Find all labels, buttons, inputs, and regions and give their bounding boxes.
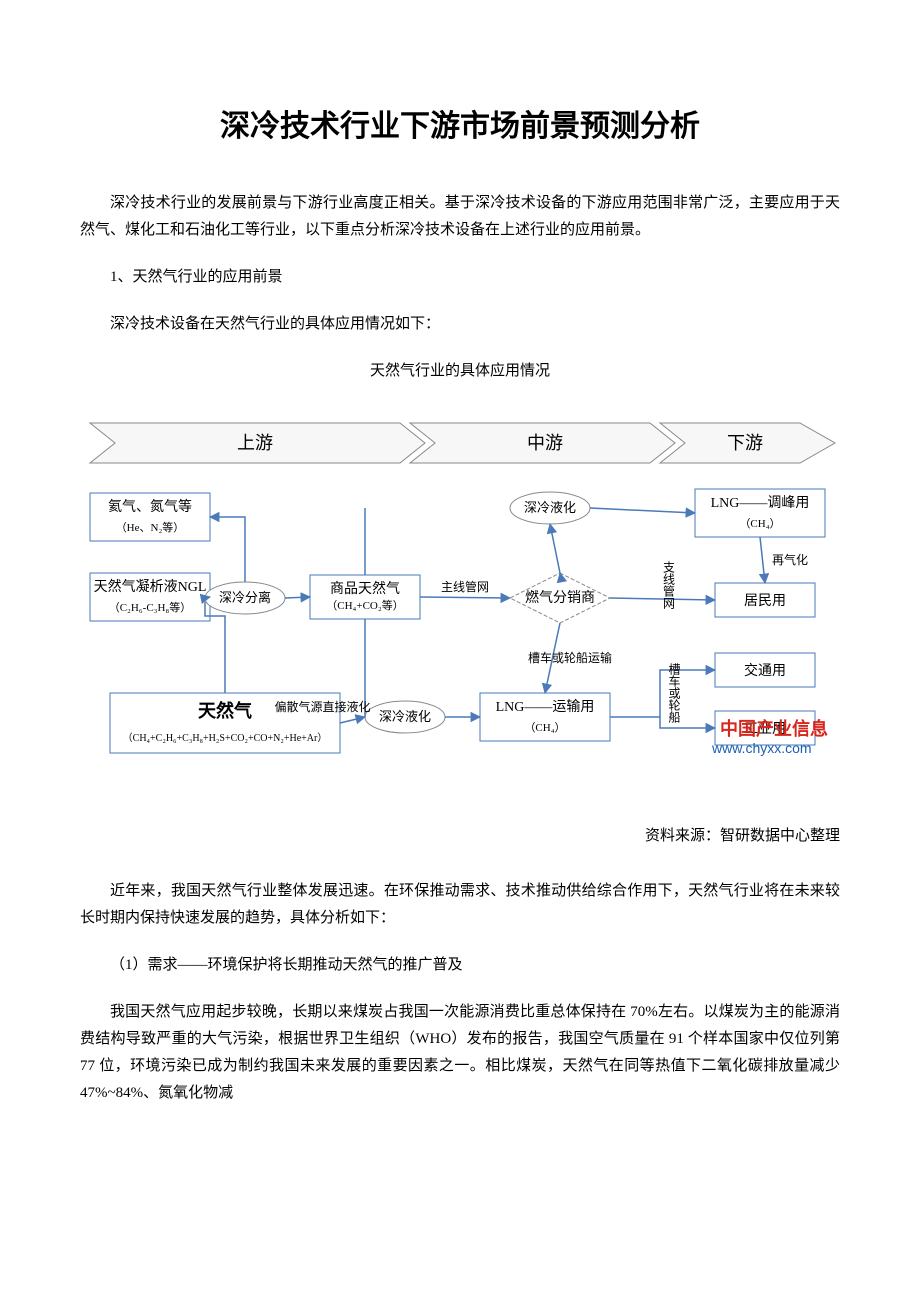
svg-text:天然气凝析液NGL: 天然气凝析液NGL <box>94 578 207 595</box>
subsection-1: （1）需求——环境保护将长期推动天然气的推广普及 <box>80 952 840 979</box>
band-downstream: 下游 <box>727 433 763 453</box>
svg-text:深冷分离: 深冷分离 <box>219 590 271 605</box>
node-liq1: 深冷液化 <box>365 701 445 733</box>
node-residential: 居民用 <box>715 583 815 617</box>
svg-text:商品天然气: 商品天然气 <box>330 580 400 597</box>
svg-text:LNG——调峰用: LNG——调峰用 <box>711 495 810 511</box>
svg-text:支线管网: 支线管网 <box>662 561 676 609</box>
section-1-lead: 深冷技术设备在天然气行业的具体应用情况如下： <box>80 311 840 338</box>
node-liq2: 深冷液化 <box>510 492 590 524</box>
node-commod: 商品天然气（CH₄+CO₂等） <box>310 575 420 619</box>
svg-text:偏散气源直接液化: 偏散气源直接液化 <box>274 699 370 714</box>
svg-text:槽车或轮船运输: 槽车或轮船运输 <box>528 650 612 665</box>
svg-text:交通用: 交通用 <box>744 662 786 679</box>
section-1-heading: 1、天然气行业的应用前景 <box>80 264 840 291</box>
svg-text:再气化: 再气化 <box>772 552 808 567</box>
diagram-caption: 天然气行业的具体应用情况 <box>80 358 840 385</box>
diagram-source: 资料来源：智研数据中心整理 <box>80 823 840 850</box>
svg-text:主线管网: 主线管网 <box>441 579 489 594</box>
svg-text:深冷液化: 深冷液化 <box>379 709 431 724</box>
svg-text:槽车或轮船: 槽车或轮船 <box>667 663 681 724</box>
node-he-n2: 氦气、氮气等 （He、N₂等） <box>90 493 210 541</box>
node-lng-transport: LNG——运输用 （CH₄） <box>480 693 610 741</box>
watermark-text: 中国产业信息 <box>720 718 828 739</box>
page-title: 深冷技术行业下游市场前景预测分析 <box>80 100 840 154</box>
svg-text:LNG——运输用: LNG——运输用 <box>496 699 595 715</box>
band-midstream: 中游 <box>527 433 563 453</box>
svg-text:（CH₄）: （CH₄） <box>739 517 780 530</box>
svg-text:天然气: 天然气 <box>198 700 252 721</box>
node-ngl: 天然气凝析液NGL （C₂H₆-C₃H₈等） <box>90 573 210 621</box>
svg-text:（CH₄）: （CH₄） <box>524 721 565 734</box>
svg-text:燃气分销商: 燃气分销商 <box>525 589 595 606</box>
paragraph-3: 我国天然气应用起步较晚，长期以来煤炭占我国一次能源消费比重总体保持在 70%左右… <box>80 999 840 1107</box>
node-sep: 深冷分离 <box>205 582 285 614</box>
svg-text:氦气、氮气等: 氦气、氮气等 <box>108 498 192 515</box>
svg-text:（C₂H₆-C₃H₈等）: （C₂H₆-C₃H₈等） <box>109 600 192 614</box>
svg-text:居民用: 居民用 <box>744 594 786 609</box>
svg-text:（CH₄+CO₂等）: （CH₄+CO₂等） <box>326 598 403 612</box>
watermark-url: www.chyxx.com <box>711 740 812 756</box>
node-lng-peak: LNG——调峰用 （CH₄） <box>695 489 825 537</box>
svg-text:（He、N₂等）: （He、N₂等） <box>116 520 185 534</box>
node-traffic: 交通用 <box>715 653 815 687</box>
paragraph-2: 近年来，我国天然气行业整体发展迅速。在环保推动需求、技术推动供给综合作用下，天然… <box>80 878 840 932</box>
band-upstream: 上游 <box>237 433 273 453</box>
node-dist: 燃气分销商 <box>510 573 610 623</box>
intro-paragraph: 深冷技术行业的发展前景与下游行业高度正相关。基于深冷技术设备的下游应用范围非常广… <box>80 190 840 244</box>
flowchart-diagram: 上游 中游 下游 氦气、氮气等 （He、N₂等） 天然气凝析液NGL （C₂H₆-C₃… <box>80 403 840 803</box>
svg-text:深冷液化: 深冷液化 <box>524 500 576 515</box>
stage-band: 上游 中游 下游 <box>90 423 835 463</box>
svg-text:（CH₄+C₂H₆+C₃H₈+H₂S+CO₂+CO+N₂+H: （CH₄+C₂H₆+C₃H₈+H₂S+CO₂+CO+N₂+He+Ar） <box>123 732 328 744</box>
